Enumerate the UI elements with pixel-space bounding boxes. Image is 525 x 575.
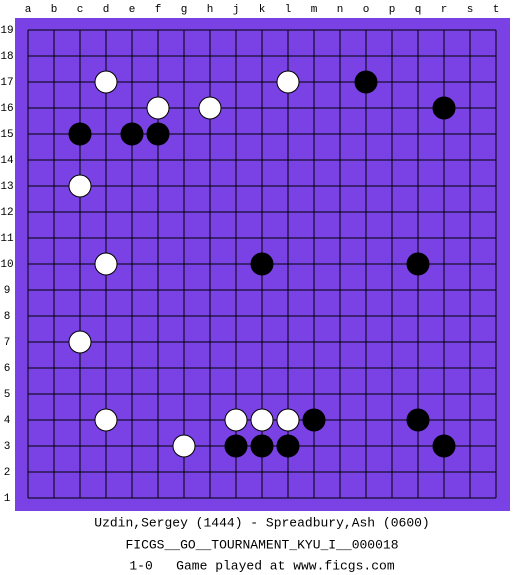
white-stone: [276, 70, 300, 94]
black-stone: [432, 434, 456, 458]
row-label: 10: [0, 259, 13, 271]
black-stone: [250, 434, 274, 458]
black-stone: [406, 408, 430, 432]
column-label: m: [311, 4, 318, 16]
row-label: 12: [0, 207, 13, 219]
white-stone: [276, 408, 300, 432]
column-label: o: [363, 4, 370, 16]
row-label: 16: [0, 103, 13, 115]
row-label: 9: [4, 285, 11, 297]
white-stone: [224, 408, 248, 432]
column-label: d: [103, 4, 110, 16]
black-stone: [432, 96, 456, 120]
black-stone: [120, 122, 144, 146]
column-label: f: [155, 4, 162, 16]
black-stone: [354, 70, 378, 94]
players: Uzdin,Sergey (1444) - Spreadbury,Ash (06…: [94, 515, 429, 530]
column-label: n: [337, 4, 344, 16]
column-label: p: [389, 4, 396, 16]
white-stone: [68, 330, 92, 354]
black-stone: [250, 252, 274, 276]
column-label: q: [415, 4, 422, 16]
black-stone: [276, 434, 300, 458]
row-label: 8: [4, 311, 11, 323]
black-stone: [146, 122, 170, 146]
column-label: e: [129, 4, 136, 16]
row-label: 18: [0, 51, 13, 63]
row-label: 14: [0, 155, 14, 167]
row-label: 17: [0, 77, 13, 89]
row-label: 4: [4, 415, 11, 427]
row-label: 11: [0, 233, 14, 245]
black-stone: [224, 434, 248, 458]
tournament: FICGS__GO__TOURNAMENT_KYU_I__000018: [125, 537, 398, 552]
black-stone: [302, 408, 326, 432]
column-label: j: [233, 4, 240, 16]
row-label: 1: [4, 493, 11, 505]
row-label: 7: [4, 337, 11, 349]
column-label: b: [51, 4, 58, 16]
column-label: t: [493, 4, 500, 16]
row-label: 13: [0, 181, 13, 193]
row-label: 6: [4, 363, 11, 375]
white-stone: [250, 408, 274, 432]
black-stone: [68, 122, 92, 146]
column-label: s: [467, 4, 474, 16]
row-label: 2: [4, 467, 11, 479]
row-label: 19: [0, 25, 13, 37]
column-label: c: [77, 4, 84, 16]
white-stone: [94, 70, 118, 94]
column-label: g: [181, 4, 188, 16]
column-label: l: [285, 4, 292, 16]
row-label: 3: [4, 441, 11, 453]
white-stone: [146, 96, 170, 120]
white-stone: [68, 174, 92, 198]
column-label: h: [207, 4, 214, 16]
column-label: k: [259, 4, 266, 16]
white-stone: [94, 252, 118, 276]
result: 1-0 Game played at www.ficgs.com: [129, 558, 394, 573]
white-stone: [94, 408, 118, 432]
row-label: 15: [0, 129, 13, 141]
column-label: a: [25, 4, 32, 16]
row-label: 5: [4, 389, 11, 401]
white-stone: [172, 434, 196, 458]
white-stone: [198, 96, 222, 120]
black-stone: [406, 252, 430, 276]
column-label: r: [441, 4, 448, 16]
